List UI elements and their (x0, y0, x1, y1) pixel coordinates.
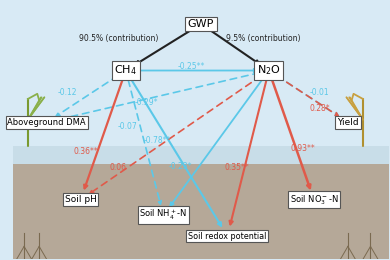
Text: GWP: GWP (188, 19, 214, 29)
Text: 0.35**: 0.35** (225, 163, 249, 172)
Text: -0.07: -0.07 (118, 122, 138, 131)
Text: Yield: Yield (337, 118, 359, 127)
FancyBboxPatch shape (13, 164, 389, 259)
Text: N$_2$O: N$_2$O (257, 64, 281, 77)
FancyBboxPatch shape (13, 146, 389, 164)
Text: CH$_4$: CH$_4$ (114, 64, 137, 77)
Text: 90.5% (contribution): 90.5% (contribution) (78, 34, 158, 43)
Text: Soil redox potential: Soil redox potential (188, 232, 267, 240)
Text: 0.06: 0.06 (110, 163, 127, 172)
FancyBboxPatch shape (13, 1, 389, 146)
Text: -0.29*: -0.29* (135, 98, 158, 107)
Text: -0.01: -0.01 (310, 88, 330, 97)
Text: 0.36**: 0.36** (74, 147, 99, 157)
Text: -0.23*: -0.23* (168, 162, 192, 171)
Text: Aboveground DMA: Aboveground DMA (7, 118, 86, 127)
Text: -0.78**: -0.78** (144, 136, 172, 145)
Text: 9.5% (contribution): 9.5% (contribution) (226, 34, 300, 43)
Text: Soil NH$_4^+$-N: Soil NH$_4^+$-N (139, 208, 188, 223)
Text: -0.25**: -0.25** (178, 62, 205, 71)
Text: Soil NO$_3^-$-N: Soil NO$_3^-$-N (290, 193, 339, 207)
Text: Soil pH: Soil pH (65, 195, 96, 204)
Text: -0.12: -0.12 (58, 88, 77, 97)
Text: 0.93**: 0.93** (290, 144, 315, 153)
Text: 0.28*: 0.28* (309, 103, 330, 113)
